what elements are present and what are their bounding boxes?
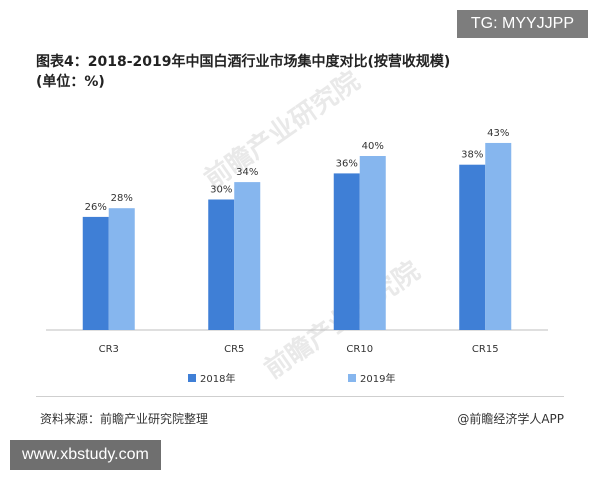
data-label: 36% [336, 158, 358, 169]
x-tick-label: CR3 [99, 344, 119, 355]
data-label: 43% [487, 128, 509, 139]
legend-swatch [188, 374, 196, 382]
data-label: 34% [236, 167, 258, 178]
site-badge: www.xbstudy.com [10, 440, 161, 470]
bar-2018年-CR15 [459, 164, 486, 330]
bar-2019年-CR3 [108, 208, 135, 330]
data-label: 28% [111, 193, 133, 204]
data-label: 38% [461, 150, 483, 161]
x-tick-label: CR10 [346, 344, 373, 355]
chart-title-block: 图表4：2018-2019年中国白酒行业市场集中度对比(按营收规模) (单位：%… [36, 52, 556, 92]
bar-2019年-CR15 [485, 142, 512, 330]
x-tick-label: CR15 [472, 344, 499, 355]
bar-2019年-CR10 [359, 156, 386, 330]
brand-credit: @前瞻经济学人APP [457, 412, 564, 426]
x-tick-label: CR5 [224, 344, 244, 355]
bar-2019年-CR5 [234, 182, 261, 330]
bar-2018年-CR5 [208, 199, 235, 330]
chart-subtitle: (单位：%) [36, 74, 105, 90]
bar-2018年-CR3 [82, 216, 109, 330]
source-note: 资料来源：前瞻产业研究院整理 [40, 412, 209, 426]
bar-chart: 26% 28% CR3 30% 34% CR5 36% 40% CR10 38% 43% CR15 20… [46, 128, 548, 385]
data-label: 40% [362, 141, 384, 152]
data-label: 30% [210, 185, 232, 196]
footer-divider [36, 396, 564, 397]
data-label: 26% [85, 202, 107, 213]
legend-swatch [348, 374, 356, 382]
bar-2018年-CR10 [333, 173, 360, 330]
legend-label: 2019年 [360, 372, 395, 385]
legend-label: 2018年 [200, 372, 235, 385]
chart-title: 图表4：2018-2019年中国白酒行业市场集中度对比(按营收规模) [36, 54, 451, 70]
tg-badge: TG: MYYJJPP [456, 10, 588, 38]
